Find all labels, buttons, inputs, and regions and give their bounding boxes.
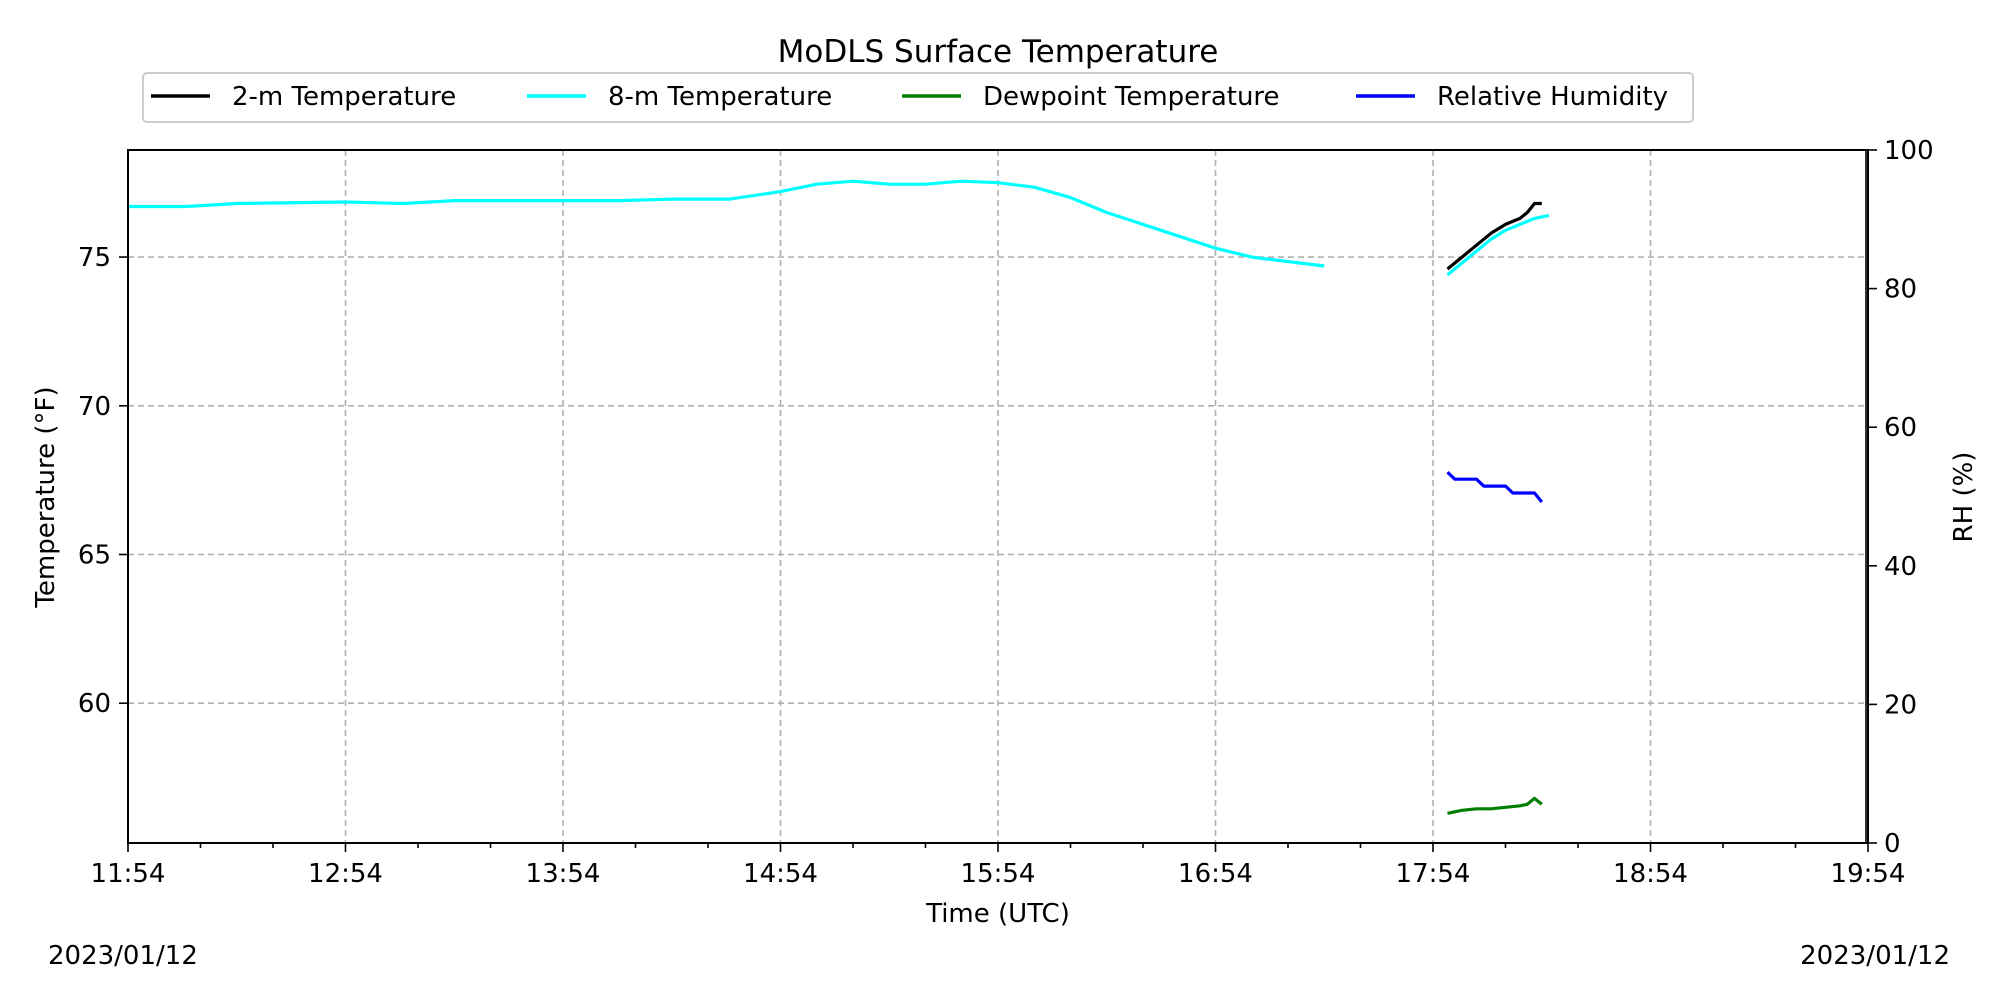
y2-tick-label: 40 <box>1884 552 1917 582</box>
x-tick-label: 16:54 <box>1178 859 1253 889</box>
x-tick-label: 12:54 <box>308 859 383 889</box>
legend-label: 2-m Temperature <box>232 82 456 112</box>
y-axis-right: 0 20 40 60 80 100 <box>1865 136 1934 859</box>
y2-tick-label: 100 <box>1884 136 1934 166</box>
date-left: 2023/01/12 <box>48 941 198 971</box>
x-tick-label: 11:54 <box>91 859 166 889</box>
series-line-dewpoint-temperature <box>1447 796 1543 815</box>
date-right: 2023/01/12 <box>1800 941 1950 971</box>
legend-entry-dewpoint-temperature: Dewpoint Temperature <box>902 82 1280 112</box>
x-tick-label: 13:54 <box>526 859 601 889</box>
y2-tick-label: 80 <box>1884 275 1917 305</box>
legend: 2-m Temperature 8-m Temperature Dewpoint T… <box>142 72 1694 123</box>
series-line-2-m-temperature <box>1446 201 1542 271</box>
y-axis-label: Temperature (°F) <box>31 386 61 608</box>
y2-tick-label: 60 <box>1884 413 1917 443</box>
x-tick-label: 19:54 <box>1831 859 1906 889</box>
series-line-8-m-temperature <box>128 179 1325 268</box>
x-tick-label: 14:54 <box>743 859 818 889</box>
series-line-relative-humidity <box>1446 471 1544 504</box>
y-tick-label: 75 <box>78 243 111 273</box>
x-tick-label: 15:54 <box>961 859 1036 889</box>
series-line-8-m-temperature <box>1446 213 1550 277</box>
gridlines <box>128 150 1868 843</box>
x-axis: 11:54 12:54 13:54 14:54 15:54 16:54 17:54 18:54… <box>91 843 1906 889</box>
legend-entry-2-m-temperature: 2-m Temperature <box>151 82 456 112</box>
x-tick-label: 17:54 <box>1396 859 1471 889</box>
y2-axis-label: RH (%) <box>1949 452 1979 543</box>
legend-entry-8-m-temperature: 8-m Temperature <box>527 82 832 112</box>
x-axis-label: Time (UTC) <box>925 899 1070 929</box>
legend-label: Dewpoint Temperature <box>983 82 1280 112</box>
legend-label: 8-m Temperature <box>608 82 832 112</box>
chart-title: MoDLS Surface Temperature <box>778 34 1219 70</box>
y2-tick-label: 20 <box>1884 690 1917 720</box>
series-layer <box>128 179 1550 815</box>
y-tick-label: 65 <box>78 540 111 570</box>
y-tick-label: 60 <box>78 689 111 719</box>
y2-tick-label: 0 <box>1884 829 1901 859</box>
legend-label: Relative Humidity <box>1437 82 1668 112</box>
x-tick-label: 18:54 <box>1613 859 1688 889</box>
y-axis-left: 60 65 70 75 <box>78 243 128 719</box>
legend-entry-relative-humidity: Relative Humidity <box>1356 82 1668 112</box>
y-tick-label: 70 <box>78 392 111 422</box>
